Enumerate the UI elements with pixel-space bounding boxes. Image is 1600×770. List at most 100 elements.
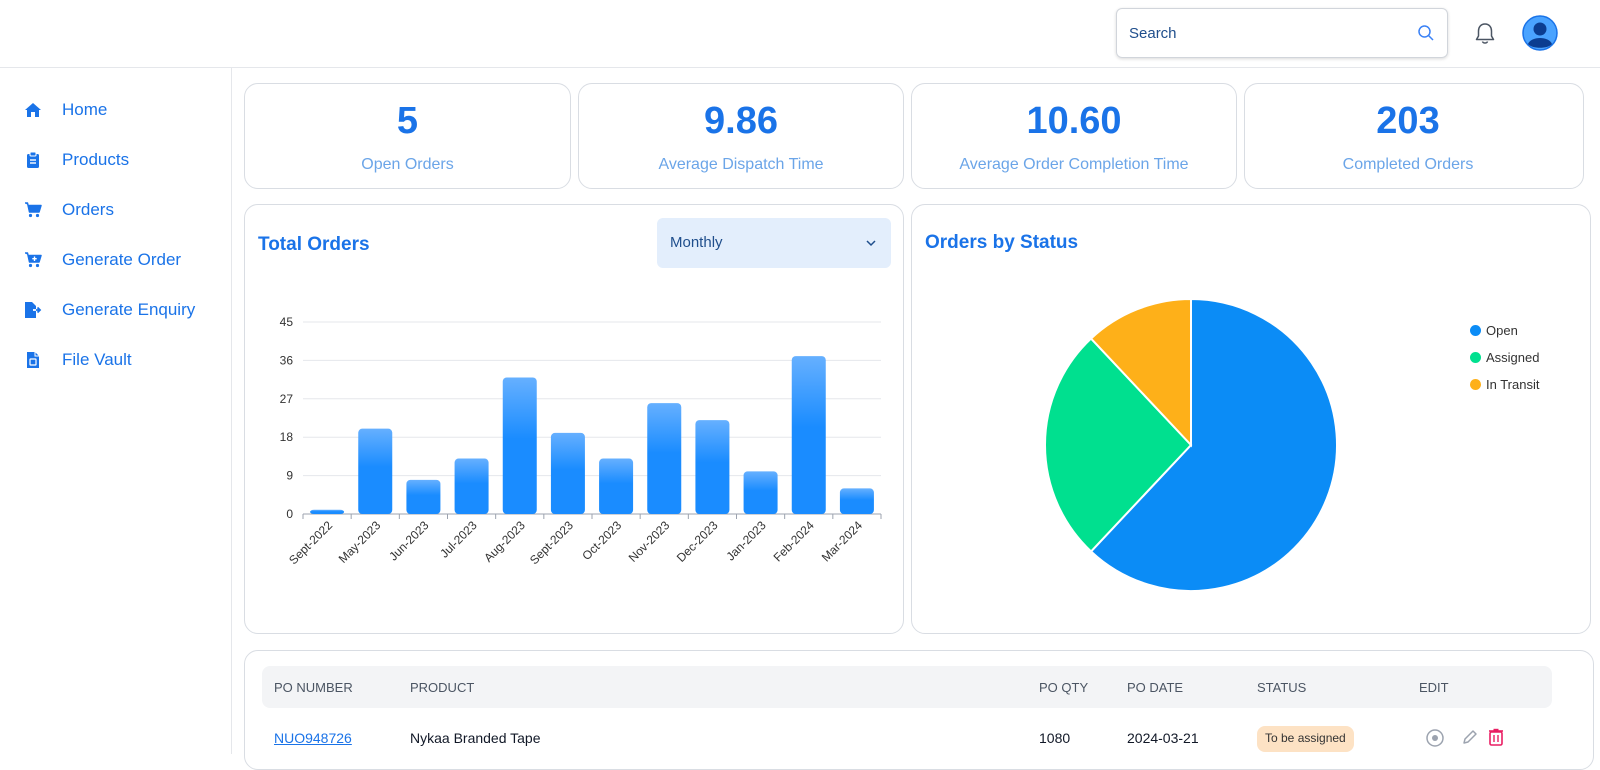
x-tick-label: Oct-2023: [579, 518, 624, 563]
stat-card-average-dispatch-time: 9.86 Average Dispatch Time: [578, 83, 904, 189]
sidebar-item-label: Products: [62, 150, 130, 169]
column-header-status: STATUS: [1257, 680, 1307, 695]
sidebar-item-products[interactable]: Products: [24, 145, 129, 175]
search-box[interactable]: [1116, 8, 1448, 58]
status-badge: To be assigned: [1257, 726, 1354, 752]
sidebar-item-label: Generate Enquiry: [62, 300, 196, 319]
y-tick-label: 27: [280, 392, 294, 406]
delete-icon[interactable]: [1488, 728, 1504, 751]
column-header-po-number: PO NUMBER: [274, 680, 353, 695]
file-icon: [24, 351, 42, 369]
bar[interactable]: [839, 488, 874, 514]
bar[interactable]: [454, 458, 489, 514]
y-tick-label: 9: [286, 469, 293, 483]
po-date-cell: 2024-03-21: [1127, 730, 1199, 746]
y-tick-label: 45: [280, 315, 294, 329]
x-tick-label: Mar-2024: [819, 518, 865, 564]
product-cell: Nykaa Branded Tape: [410, 730, 541, 746]
x-tick-label: Dec-2023: [674, 518, 721, 565]
po-qty-cell: 1080: [1039, 730, 1071, 746]
chevron-down-icon: [865, 236, 877, 254]
po-number-link[interactable]: NUO948726: [274, 730, 352, 746]
total-orders-bar-chart: 0 9 18 27 36 45 Sept-2022 May-2023 Jun-2023 Jul-2…: [280, 315, 882, 567]
legend-item-assigned[interactable]: Assigned: [1470, 348, 1539, 366]
bar[interactable]: [406, 479, 441, 514]
search-input[interactable]: [1129, 9, 1409, 57]
column-header-edit: EDIT: [1419, 680, 1449, 695]
bar[interactable]: [310, 509, 345, 514]
clipboard-icon: [24, 151, 42, 169]
y-tick-label: 18: [280, 430, 294, 444]
legend-marker: [1470, 351, 1481, 363]
sidebar-item-label: Generate Order: [62, 250, 182, 269]
x-tick-label: Sept-2022: [286, 518, 335, 567]
sidebar-item-label: File Vault: [62, 350, 132, 369]
sidebar-item-label: Home: [62, 100, 108, 119]
cart-plus-icon: [24, 251, 42, 269]
x-tick-label: Jun-2023: [386, 518, 432, 564]
stat-label: Open Orders: [361, 156, 454, 173]
bar[interactable]: [791, 356, 826, 514]
search-icon[interactable]: [1417, 24, 1435, 47]
bar[interactable]: [502, 377, 537, 514]
stat-value: 203: [1376, 100, 1440, 142]
bell-icon[interactable]: [1474, 22, 1496, 51]
x-tick-label: Feb-2024: [771, 518, 817, 564]
stat-label: Average Order Completion Time: [959, 156, 1189, 173]
legend-label: Open: [1486, 322, 1518, 338]
y-tick-label: 36: [280, 353, 294, 367]
x-tick-label: Jan-2023: [723, 518, 769, 564]
view-icon[interactable]: [1425, 728, 1445, 753]
column-header-product: PRODUCT: [410, 680, 475, 695]
sidebar-item-label: Orders: [62, 200, 114, 219]
pie-slice-assigned[interactable]: [1044, 337, 1193, 553]
period-select-value: Monthly: [670, 234, 723, 251]
bar[interactable]: [743, 471, 778, 514]
sidebar: Home Products Orders Generate Order Gene…: [0, 68, 232, 754]
sidebar-item-file-vault[interactable]: File Vault: [24, 345, 132, 375]
stat-card-average-order-completion-time: 10.60 Average Order Completion Time: [911, 83, 1237, 189]
sidebar-item-generate-order[interactable]: Generate Order: [24, 245, 181, 275]
legend-label: In Transit: [1486, 376, 1540, 392]
bar[interactable]: [599, 458, 634, 514]
stat-card-completed-orders: 203 Completed Orders: [1244, 83, 1584, 189]
orders-by-status-pie-chart: [1044, 297, 1338, 592]
legend-item-in-transit[interactable]: In Transit: [1470, 375, 1539, 393]
period-select[interactable]: Monthly: [657, 218, 891, 268]
bar[interactable]: [358, 428, 393, 514]
legend-marker: [1470, 378, 1481, 390]
home-icon: [24, 101, 42, 119]
bar[interactable]: [647, 403, 682, 514]
table-header: PO NUMBER PRODUCT PO QTY PO DATE STATUS …: [262, 666, 1552, 708]
stat-value: 10.60: [1026, 100, 1122, 142]
x-tick-label: Jul-2023: [437, 518, 480, 561]
sidebar-item-orders[interactable]: Orders: [24, 195, 114, 225]
bar[interactable]: [695, 420, 730, 514]
stat-card-open-orders: 5 Open Orders: [244, 83, 571, 189]
total-orders-title: Total Orders: [258, 234, 370, 255]
stat-label: Average Dispatch Time: [658, 156, 824, 173]
legend-item-open[interactable]: Open: [1470, 321, 1518, 339]
top-bar: [0, 0, 1600, 68]
pie-slice-open[interactable]: [1089, 297, 1338, 592]
stat-value: 9.86: [704, 100, 778, 142]
pie-slice-in-transit[interactable]: [1089, 297, 1192, 448]
legend-label: Assigned: [1486, 349, 1540, 365]
legend-marker: [1470, 324, 1481, 336]
orders-by-status-panel: Orders by Status Open Assigned In Transi…: [911, 204, 1591, 634]
y-tick-label: 0: [286, 507, 293, 521]
stat-value: 5: [396, 100, 419, 142]
edit-pencil-icon[interactable]: [1461, 728, 1479, 751]
column-header-po-date: PO DATE: [1127, 680, 1184, 695]
x-tick-label: Sept-2023: [527, 518, 576, 567]
total-orders-panel: Total Orders Monthly 0 9 18 27 36 45 Sept-2022…: [244, 204, 904, 634]
column-header-po-qty: PO QTY: [1039, 680, 1089, 695]
sidebar-item-generate-enquiry[interactable]: Generate Enquiry: [24, 295, 195, 325]
stat-label: Completed Orders: [1342, 156, 1474, 173]
x-tick-label: Nov-2023: [626, 518, 673, 565]
bar[interactable]: [550, 432, 585, 514]
x-tick-label: May-2023: [336, 518, 384, 566]
x-tick-label: Aug-2023: [481, 518, 528, 565]
sidebar-item-home[interactable]: Home: [24, 95, 107, 125]
user-avatar-icon[interactable]: [1522, 15, 1558, 51]
